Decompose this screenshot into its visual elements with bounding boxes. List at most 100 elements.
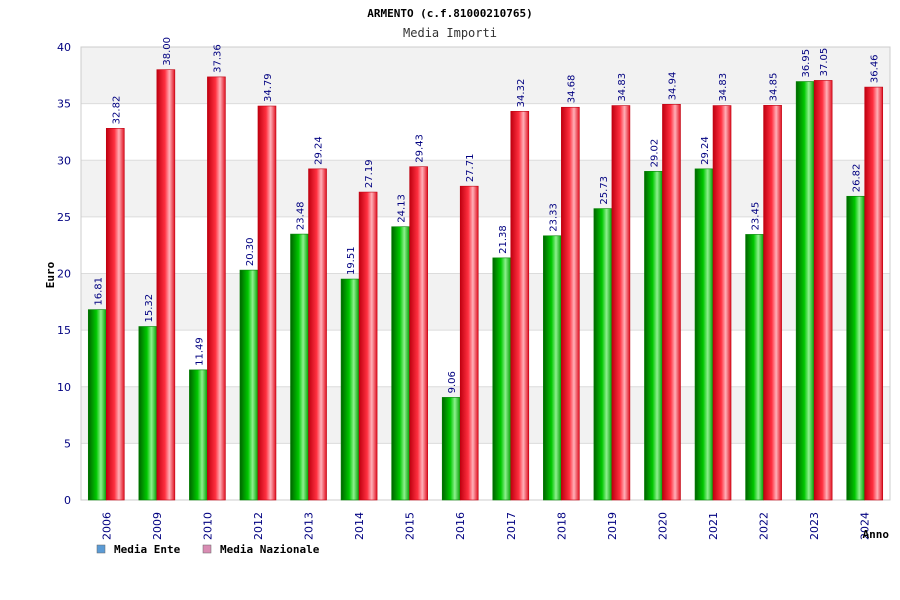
- bar-value-label: 27.71: [465, 154, 476, 183]
- x-axis-ticks: 2006 2009 2010 2012 2013 2014 2015 2016 2017 2018…: [100, 512, 871, 540]
- x-tick-label: 2012: [252, 512, 265, 540]
- bar-value-label: 34.83: [617, 73, 628, 102]
- bar-media-ente-2019: [593, 208, 613, 501]
- x-tick-label: 2023: [808, 512, 821, 540]
- y-tick-label: 40: [57, 41, 71, 54]
- x-tick-label: 2021: [707, 512, 720, 540]
- bar-value-label: 37.05: [819, 48, 830, 77]
- bar-value-label: 24.13: [397, 194, 408, 223]
- x-tick-label: 2022: [758, 512, 771, 540]
- bar-media-ente-2023: [795, 81, 815, 501]
- bar-media-nazionale-2009: [156, 69, 176, 501]
- bar-media-nazionale-2013: [308, 168, 327, 501]
- y-tick-label: 10: [57, 381, 71, 394]
- bar-value-label: 29.02: [649, 139, 660, 168]
- x-tick-label: 2020: [656, 512, 669, 540]
- bar-value-label: 34.94: [667, 72, 678, 101]
- x-tick-label: 2019: [606, 512, 619, 540]
- bar-value-label: 11.49: [194, 337, 205, 366]
- bar-media-ente-2009: [138, 326, 158, 501]
- bar-value-label: 32.82: [111, 96, 122, 125]
- chart-title: ARMENTO (c.f.81000210765): [367, 7, 533, 20]
- bar-media-nazionale-2006: [105, 128, 125, 501]
- bar-value-label: 15.32: [144, 294, 155, 323]
- x-tick-label: 2013: [303, 512, 316, 540]
- y-tick-label: 15: [57, 324, 71, 337]
- x-tick-label: 2017: [505, 512, 518, 540]
- x-tick-label: 2006: [100, 512, 113, 540]
- x-tick-label: 2016: [454, 512, 467, 540]
- bar-media-nazionale-2016: [459, 185, 479, 501]
- bar-media-nazionale-2022: [763, 105, 782, 501]
- bar-value-label: 34.32: [516, 79, 527, 108]
- bar-media-ente-2022: [745, 234, 764, 501]
- y-tick-label: 30: [57, 154, 71, 167]
- bar-media-ente-2024: [846, 195, 866, 501]
- bar-media-ente-2014: [340, 278, 360, 501]
- bar-media-nazionale-2023: [813, 80, 833, 501]
- bar-media-nazionale-2014: [358, 191, 378, 501]
- bar-value-label: 36.95: [801, 49, 812, 78]
- legend-swatch-media-ente: [96, 544, 106, 554]
- legend-label-media-ente: Media Ente: [114, 543, 181, 556]
- y-tick-label: 0: [64, 494, 71, 507]
- x-tick-label: 2010: [201, 512, 214, 540]
- x-tick-label: 2014: [353, 512, 366, 540]
- bar-value-label: 26.82: [852, 164, 863, 193]
- bar-media-ente-2010: [189, 369, 208, 501]
- bar-media-nazionale-2017: [510, 111, 530, 501]
- bar-value-label: 25.73: [599, 176, 610, 205]
- bar-media-ente-2013: [290, 233, 309, 501]
- y-tick-label: 20: [57, 268, 71, 281]
- bar-value-label: 20.30: [245, 237, 256, 266]
- bar-media-nazionale-2024: [864, 86, 884, 501]
- bar-media-nazionale-2020: [662, 104, 681, 501]
- bar-value-label: 34.68: [566, 75, 577, 104]
- bar-media-nazionale-2015: [409, 166, 428, 501]
- bar-value-label: 34.79: [263, 73, 274, 102]
- bar-value-label: 21.38: [498, 225, 509, 254]
- bar-value-label: 16.81: [93, 277, 104, 306]
- bar-value-label: 34.83: [718, 73, 729, 102]
- y-axis-label: Euro: [44, 261, 57, 288]
- y-tick-label: 35: [57, 98, 71, 111]
- bar-media-nazionale-2018: [561, 106, 580, 501]
- x-tick-label: 2015: [404, 512, 417, 540]
- bar-media-nazionale-2012: [257, 105, 277, 501]
- bar-media-ente-2020: [644, 171, 663, 501]
- bar-value-label: 29.24: [700, 136, 711, 165]
- bar-media-nazionale-2010: [207, 76, 226, 501]
- bar-media-ente-2012: [239, 269, 259, 501]
- bar-media-ente-2021: [694, 168, 714, 501]
- bar-media-ente-2018: [543, 235, 562, 501]
- legend-swatch-media-nazionale: [202, 544, 212, 554]
- bar-media-ente-2006: [87, 309, 107, 501]
- x-tick-label: 2024: [859, 512, 872, 540]
- y-tick-label: 5: [64, 437, 71, 450]
- chart-subtitle: Media Importi: [403, 26, 497, 40]
- bar-media-nazionale-2021: [712, 105, 732, 501]
- bar-value-label: 23.48: [296, 201, 307, 230]
- bar-value-label: 9.06: [447, 371, 458, 393]
- bar-value-label: 34.85: [769, 73, 780, 102]
- bars: [87, 69, 884, 501]
- x-tick-label: 2018: [555, 512, 568, 540]
- bar-value-label: 29.43: [415, 134, 426, 163]
- y-axis-ticks: 0 5 10 15 20 25 30 35 40: [57, 41, 71, 507]
- bar-value-label: 29.24: [314, 136, 325, 165]
- x-tick-label: 2009: [151, 512, 164, 540]
- bar-value-label: 27.19: [364, 159, 375, 188]
- bar-value-label: 19.51: [346, 246, 357, 275]
- x-axis-label: Anno: [863, 528, 890, 541]
- legend: Media Ente Media Nazionale: [96, 543, 320, 556]
- plot-border: [80, 46, 891, 501]
- bar-media-ente-2015: [391, 226, 410, 501]
- bar-labels: 16.81 32.82 15.32 38.00 11.49 37.36 20.30 34.79…: [93, 37, 880, 393]
- legend-label-media-nazionale: Media Nazionale: [220, 543, 320, 556]
- y-tick-label: 25: [57, 211, 71, 224]
- bar-media-nazionale-2019: [611, 105, 631, 501]
- bar-value-label: 36.46: [870, 54, 881, 83]
- bar-value-label: 23.33: [548, 203, 559, 232]
- bar-value-label: 37.36: [212, 44, 223, 73]
